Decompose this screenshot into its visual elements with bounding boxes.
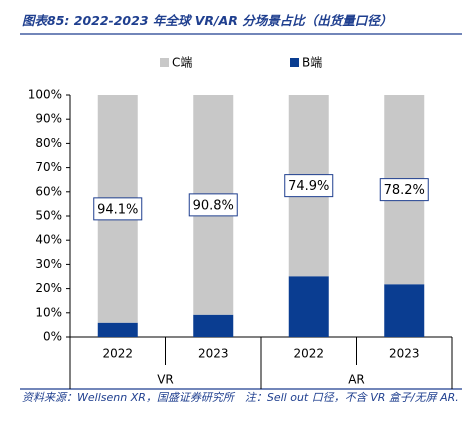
chart: 0% 10% 20% 30% 40% 50% 60% 70% 80% 90% 100% C端 B端 94.…	[20, 33, 462, 390]
group-label: VR	[157, 373, 174, 387]
data-label-box	[284, 174, 334, 198]
data-label-box	[379, 178, 429, 202]
data-label: 74.9%	[288, 179, 329, 194]
y-tick-label: 50%	[35, 209, 62, 223]
source-note: 资料来源：Wellsenn XR，国盛证券研究所 注：Sell out 口径，不…	[22, 391, 459, 404]
bar-segment	[193, 314, 234, 337]
bar-segment	[384, 284, 425, 337]
x-tick-label: 2023	[389, 347, 420, 361]
bar-segment	[97, 322, 138, 337]
data-label: 90.8%	[193, 198, 234, 213]
y-tick-label: 40%	[35, 233, 62, 247]
bar-segment	[288, 276, 329, 337]
legend-swatch	[290, 58, 299, 67]
y-tick-label: 10%	[35, 305, 62, 319]
y-tick-label: 60%	[35, 184, 62, 198]
legend-label: C端	[172, 56, 192, 70]
y-tick-label: 30%	[35, 257, 62, 271]
x-tick-label: 2022	[293, 347, 324, 361]
y-tick-label: 70%	[35, 160, 62, 174]
chart-title: 图表85: 2022-2023 年全球 VR/AR 分场景占比（出货量口径）	[22, 13, 393, 28]
y-tick-label: 100%	[28, 88, 62, 102]
data-label: 78.2%	[384, 183, 425, 198]
data-label-box	[93, 197, 143, 221]
y-tick-label: 0%	[43, 330, 62, 344]
data-label: 94.1%	[97, 202, 138, 217]
x-tick-label: 2023	[198, 347, 229, 361]
group-label: AR	[348, 373, 365, 387]
legend-swatch	[160, 58, 169, 67]
data-label-box	[188, 193, 238, 217]
y-tick-label: 90%	[35, 112, 62, 126]
y-tick-label: 80%	[35, 136, 62, 150]
y-tick-label: 20%	[35, 281, 62, 295]
x-tick-label: 2022	[102, 347, 133, 361]
legend-label: B端	[302, 56, 322, 70]
